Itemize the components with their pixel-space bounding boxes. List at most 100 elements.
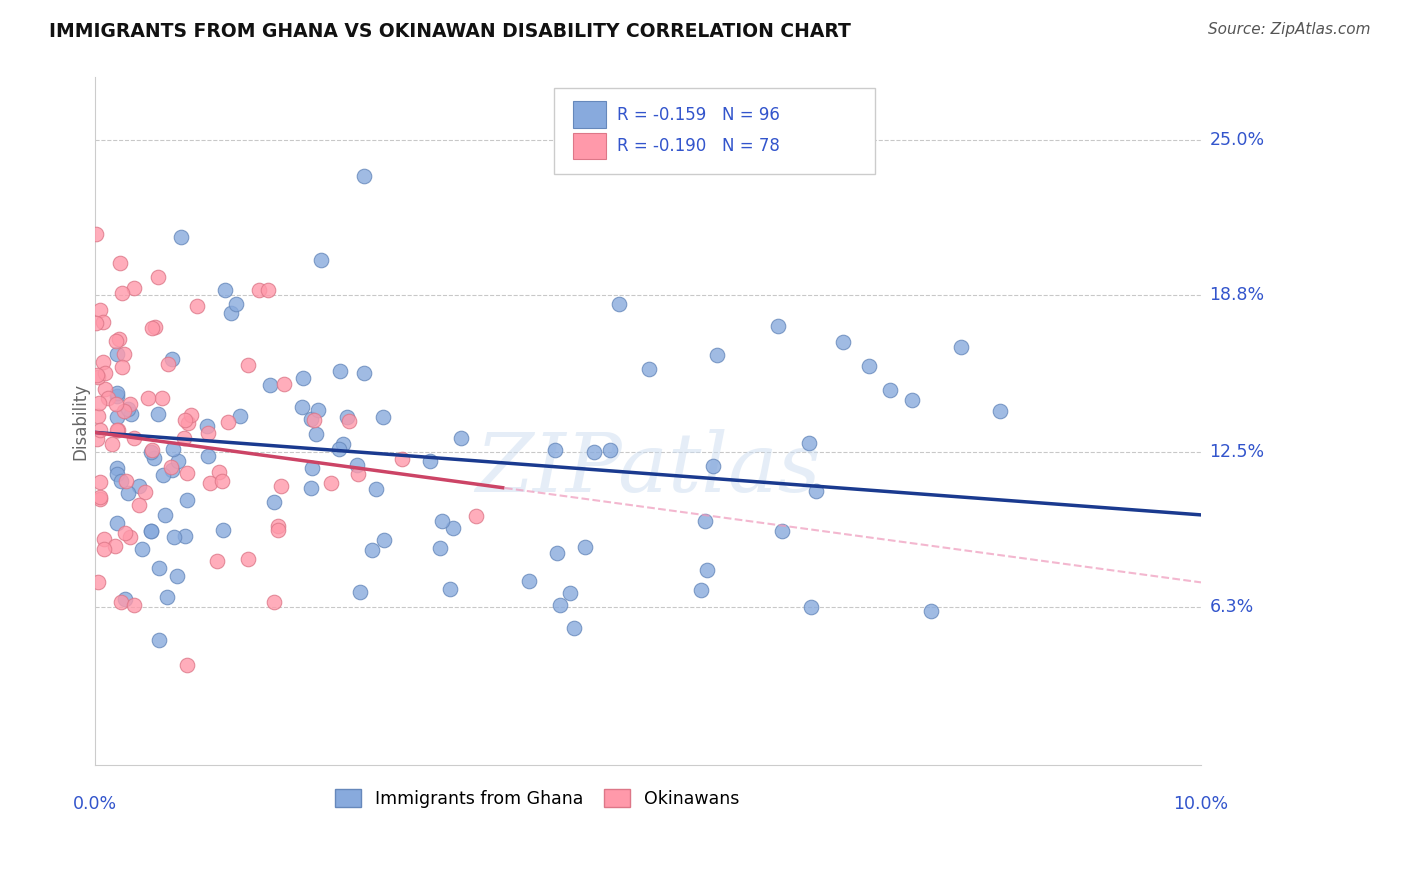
Point xyxy=(105,516,128,530)
Point xyxy=(160,463,183,477)
Text: 6.3%: 6.3% xyxy=(1209,599,1254,616)
Point xyxy=(804,484,827,499)
Point xyxy=(546,546,568,560)
Point xyxy=(160,351,183,366)
Point xyxy=(519,574,541,588)
Point xyxy=(112,404,135,418)
Point xyxy=(391,452,413,467)
Point xyxy=(267,518,290,533)
Point xyxy=(301,461,323,475)
Point xyxy=(93,533,115,547)
Point xyxy=(302,413,325,427)
Point xyxy=(176,657,198,672)
Y-axis label: Disability: Disability xyxy=(72,383,89,459)
Point xyxy=(142,450,165,465)
Point xyxy=(128,498,150,512)
Point xyxy=(91,355,114,369)
Point xyxy=(91,315,114,329)
Point xyxy=(160,459,183,474)
Point xyxy=(105,410,128,425)
Point xyxy=(152,467,174,482)
Point xyxy=(273,376,295,391)
Text: 0.0%: 0.0% xyxy=(73,796,117,814)
Point xyxy=(122,598,145,612)
Point xyxy=(236,551,259,566)
Point xyxy=(328,442,350,456)
Point xyxy=(108,256,131,270)
Point xyxy=(207,465,229,479)
Point xyxy=(139,524,162,538)
Text: 12.5%: 12.5% xyxy=(1209,443,1264,461)
Point xyxy=(225,297,247,311)
Point xyxy=(105,397,128,411)
Point xyxy=(180,409,202,423)
Point xyxy=(141,321,163,335)
Point xyxy=(146,408,169,422)
Point xyxy=(219,306,242,320)
Point xyxy=(89,490,111,504)
Point xyxy=(988,404,1011,418)
Text: IMMIGRANTS FROM GHANA VS OKINAWAN DISABILITY CORRELATION CHART: IMMIGRANTS FROM GHANA VS OKINAWAN DISABI… xyxy=(49,22,851,41)
Point xyxy=(309,252,332,267)
Point xyxy=(238,358,260,372)
Point xyxy=(155,508,177,522)
Point xyxy=(105,347,128,361)
Point xyxy=(217,415,239,429)
Point xyxy=(335,410,357,425)
Point xyxy=(105,334,128,349)
Point xyxy=(170,229,193,244)
Point xyxy=(120,397,142,411)
Point xyxy=(105,424,128,438)
Point xyxy=(858,359,880,373)
Point xyxy=(115,475,138,489)
Point xyxy=(148,561,170,575)
Point xyxy=(166,569,188,583)
Point xyxy=(432,514,454,528)
Point xyxy=(583,445,606,459)
Point xyxy=(105,389,128,403)
Point xyxy=(122,431,145,445)
Point xyxy=(346,458,368,473)
Point xyxy=(117,402,139,417)
Point xyxy=(247,283,270,297)
Point xyxy=(87,575,110,590)
Legend: Immigrants from Ghana, Okinawans: Immigrants from Ghana, Okinawans xyxy=(328,782,747,814)
Point xyxy=(87,370,110,384)
Text: ZIPatlas: ZIPatlas xyxy=(475,429,821,509)
Point xyxy=(766,319,789,334)
Point xyxy=(900,392,922,407)
Point xyxy=(450,431,472,445)
Point xyxy=(94,366,117,380)
Point xyxy=(162,442,184,457)
FancyBboxPatch shape xyxy=(572,133,606,160)
Point xyxy=(797,436,820,450)
Point xyxy=(197,426,219,441)
Point xyxy=(139,524,162,539)
Point xyxy=(108,333,131,347)
Point xyxy=(419,454,441,468)
Point xyxy=(349,585,371,599)
Point xyxy=(638,361,661,376)
FancyBboxPatch shape xyxy=(572,102,606,128)
Point xyxy=(211,523,233,537)
Point xyxy=(353,169,375,183)
Point xyxy=(107,424,129,438)
FancyBboxPatch shape xyxy=(554,87,875,174)
Point xyxy=(544,443,567,458)
Point xyxy=(229,409,252,423)
Point xyxy=(548,598,571,612)
Point xyxy=(186,300,208,314)
Point xyxy=(89,302,111,317)
Point xyxy=(131,541,153,556)
Point xyxy=(257,283,280,297)
Point xyxy=(86,432,108,446)
Point xyxy=(87,409,110,423)
Point xyxy=(89,423,111,437)
Point xyxy=(439,582,461,596)
Point xyxy=(112,347,135,361)
Point xyxy=(270,479,292,493)
Point xyxy=(93,542,115,557)
Point xyxy=(176,416,198,430)
Point xyxy=(173,431,195,445)
Point xyxy=(329,364,352,378)
